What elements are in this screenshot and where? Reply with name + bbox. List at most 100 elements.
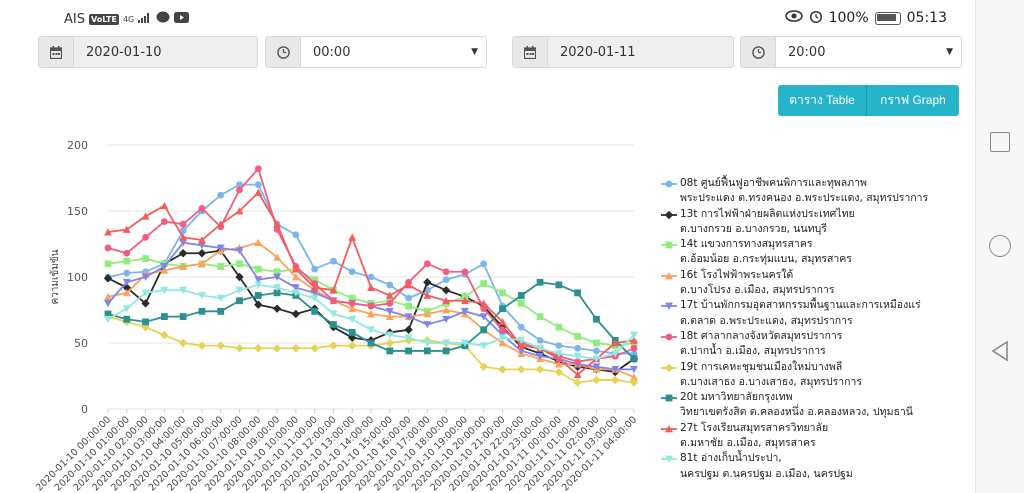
legend-symbol (665, 271, 673, 280)
data-point (480, 305, 488, 313)
chart-legend: 08t ศูนย์ฟื้นฟูอาชีพคนพิการและทุพลภาพ พระ… (660, 176, 960, 482)
data-point (348, 294, 356, 302)
data-point (611, 350, 620, 358)
legend-item[interactable]: 13t การไฟฟ้าฝ่ายผลิตแห่งประเทศไทย ต.บางกร… (660, 207, 960, 238)
legend-item[interactable]: 20t มหาวิทยาลัยกรุงเทพ วิทยาเขตรังสิต ต.ค… (660, 390, 960, 421)
data-point (461, 307, 469, 316)
data-point (291, 344, 301, 353)
data-point (461, 268, 469, 276)
data-point (104, 244, 112, 252)
data-point (517, 292, 525, 299)
battery-icon (874, 11, 901, 25)
graph-view-button[interactable]: กราฟ Graph (867, 85, 959, 116)
table-view-button[interactable]: ตาราง Table (778, 85, 867, 116)
legend-marker (660, 390, 680, 406)
data-point (216, 294, 225, 303)
legend-item[interactable]: 16t โรงไฟฟ้าพระนครใต้ ต.บางโปรง อ.เมือง, … (660, 268, 960, 299)
data-point (593, 315, 600, 323)
end-time-select[interactable]: 20:00 ▼ (740, 36, 962, 68)
data-point (122, 283, 131, 292)
data-point (367, 339, 375, 347)
line-app-icon (156, 11, 170, 27)
data-point (367, 310, 375, 318)
legend-label: 13t การไฟฟ้าฝ่ายผลิตแห่งประเทศไทย ต.บางกร… (680, 207, 855, 238)
data-point (142, 234, 149, 241)
data-point (291, 284, 300, 292)
legend-label-line1: 18t ศาลากลางจังหวัดสมุทรปราการ (680, 329, 843, 342)
data-point (160, 330, 169, 340)
data-point (385, 338, 394, 348)
data-point (254, 265, 262, 273)
data-point (385, 291, 394, 299)
data-point (442, 339, 451, 347)
end-date-field[interactable]: 2020-01-11 (512, 36, 734, 68)
data-point (273, 253, 281, 261)
data-point (254, 238, 263, 247)
back-icon[interactable] (990, 340, 1010, 366)
chevron-down-icon: ▼ (471, 47, 478, 57)
legend-item[interactable]: 14t แขวงการทางสมุทรสาคร ต.อ้อมน้อย อ.กระท… (660, 237, 960, 268)
data-point (461, 293, 469, 301)
legend-item[interactable]: 17t บ้านพักกรมอุตสาหกรรมพื้นฐานและการเหม… (660, 298, 960, 329)
status-bar: AIS VoLTE 4G 100% 05:13 (0, 0, 975, 36)
data-point (499, 289, 506, 297)
data-point (461, 296, 469, 305)
data-point (104, 228, 112, 236)
data-point (479, 342, 488, 350)
data-point (104, 315, 112, 324)
legend-item[interactable]: 81t อ่างเก็บน้ำประปา, นครปฐม ต.นครปฐม อ.เ… (660, 451, 960, 482)
view-toggle: ตาราง Table กราฟ Graph (778, 85, 959, 116)
data-point (273, 220, 281, 228)
legend-label-line2: ต.มหาชัย อ.เมือง, สมุทรสาคร (680, 437, 816, 450)
data-point (536, 344, 544, 353)
data-point (122, 305, 131, 313)
legend-item[interactable]: 27t โรงเรียนสมุทรสาครวิทยาลัย ต.มหาชัย อ.… (660, 421, 960, 452)
legend-item[interactable]: 08t ศูนย์ฟื้นฟูอาชีพคนพิการและทุพลภาพ พระ… (660, 176, 960, 207)
legend-marker (660, 268, 680, 284)
data-point (611, 375, 620, 385)
legend-label: 14t แขวงการทางสมุทรสาคร ต.อ้อมน้อย อ.กระท… (680, 237, 852, 268)
data-point (141, 299, 150, 308)
data-point (254, 344, 263, 353)
data-point (236, 186, 243, 194)
data-point (235, 286, 244, 295)
legend-item[interactable]: 19t การเคหะชุมชนเมืองใหม่บางพลี ต.บางเสาธ… (660, 360, 960, 391)
start-time-select[interactable]: 00:00 ▼ (265, 36, 487, 68)
data-point (291, 289, 300, 297)
clock-time: 05:13 (906, 10, 947, 26)
alarm-icon (809, 9, 823, 27)
data-point (479, 299, 488, 307)
start-date-field[interactable]: 2020-01-10 (38, 36, 258, 68)
volte-badge: VoLTE (88, 13, 119, 25)
data-point (179, 233, 188, 241)
y-tick-label: 50 (74, 337, 88, 350)
data-point (479, 362, 488, 371)
data-point (254, 165, 262, 173)
data-point (311, 265, 319, 273)
data-point (535, 365, 545, 374)
legend-label-line2: ต.อ้อมน้อย อ.กระทุ่มแบน, สมุทรสาคร (680, 253, 852, 266)
legend-label-line2: ต.บางโปรง อ.เมือง, สมุทรปราการ (680, 284, 835, 297)
data-point (348, 341, 357, 350)
recent-apps-icon[interactable] (990, 132, 1010, 152)
data-point (103, 274, 113, 283)
signal-icon (138, 12, 152, 27)
data-point (423, 321, 432, 329)
legend-label-line1: 19t การเคหะชุมชนเมืองใหม่บางพลี (680, 360, 843, 373)
data-point (330, 297, 337, 305)
data-point (235, 272, 244, 282)
legend-marker (660, 176, 680, 192)
data-point (517, 336, 526, 345)
clock-icon (266, 37, 301, 67)
data-point (160, 218, 168, 225)
data-point (574, 344, 582, 352)
data-point (104, 310, 112, 318)
legend-symbol (665, 302, 673, 311)
legend-item[interactable]: 18t ศาลากลางจังหวัดสมุทรปราการ ต.ปากน้ำ อ… (660, 329, 960, 360)
data-point (123, 257, 131, 265)
legend-label: 16t โรงไฟฟ้าพระนครใต้ ต.บางโปรง อ.เมือง, … (680, 268, 835, 299)
data-point (386, 281, 394, 289)
data-point (291, 309, 301, 319)
data-point (498, 365, 507, 374)
home-icon[interactable] (989, 235, 1011, 257)
